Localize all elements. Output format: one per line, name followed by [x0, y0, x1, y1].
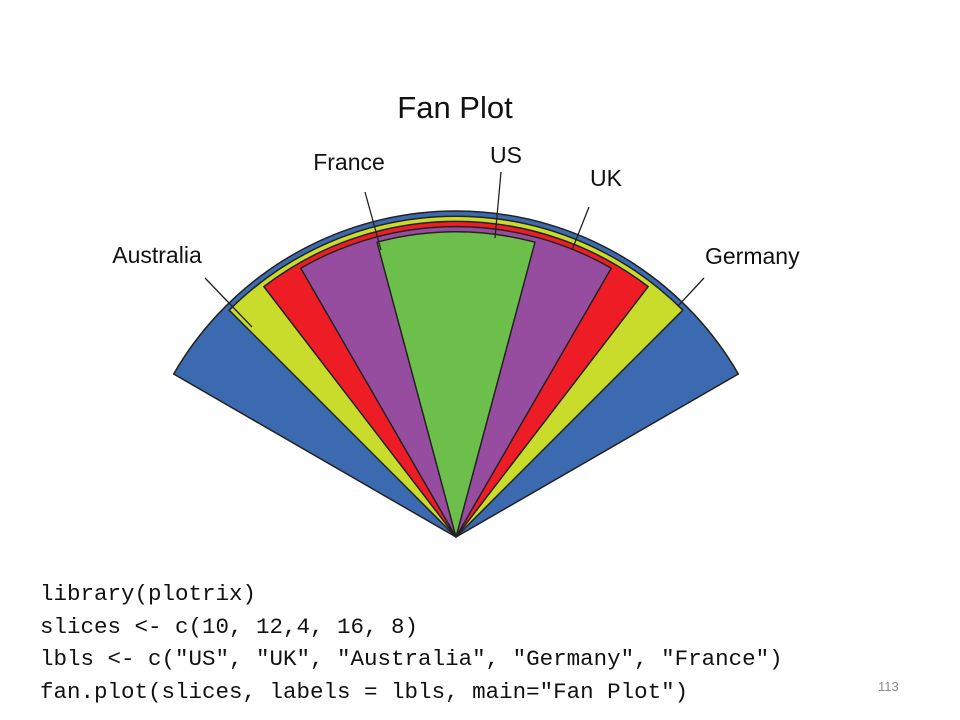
label-us: US [490, 142, 522, 168]
leader-france [364, 191, 382, 251]
leader-us [494, 171, 502, 239]
wedge-australia [376, 231, 536, 538]
code-line-slices: slices <- c(10, 12,4, 16, 8) [40, 613, 419, 640]
leader-germany [677, 277, 705, 307]
label-leaders [204, 171, 705, 328]
leader-uk [571, 206, 590, 251]
code-block: library(plotrix) slices <- c(10, 12,4, 1… [40, 578, 783, 708]
code-line-library: library(plotrix) [40, 581, 257, 607]
chart-title: Fan Plot [397, 90, 513, 125]
label-uk: UK [590, 165, 623, 191]
leader-australia [204, 277, 253, 328]
label-france: France [313, 149, 385, 175]
label-germany: Germany [705, 243, 800, 269]
slice-labels: US UK Australia Germany France [112, 142, 800, 269]
code-line-labels: lbls <- c("US", "UK", "Australia", "Germ… [40, 646, 783, 672]
page-number: 113 [878, 679, 899, 694]
code-line-fan-plot: fan.plot(slices, labels = lbls, main="Fa… [40, 678, 689, 705]
fan-wedges [172, 210, 740, 538]
label-australia: Australia [112, 242, 202, 268]
